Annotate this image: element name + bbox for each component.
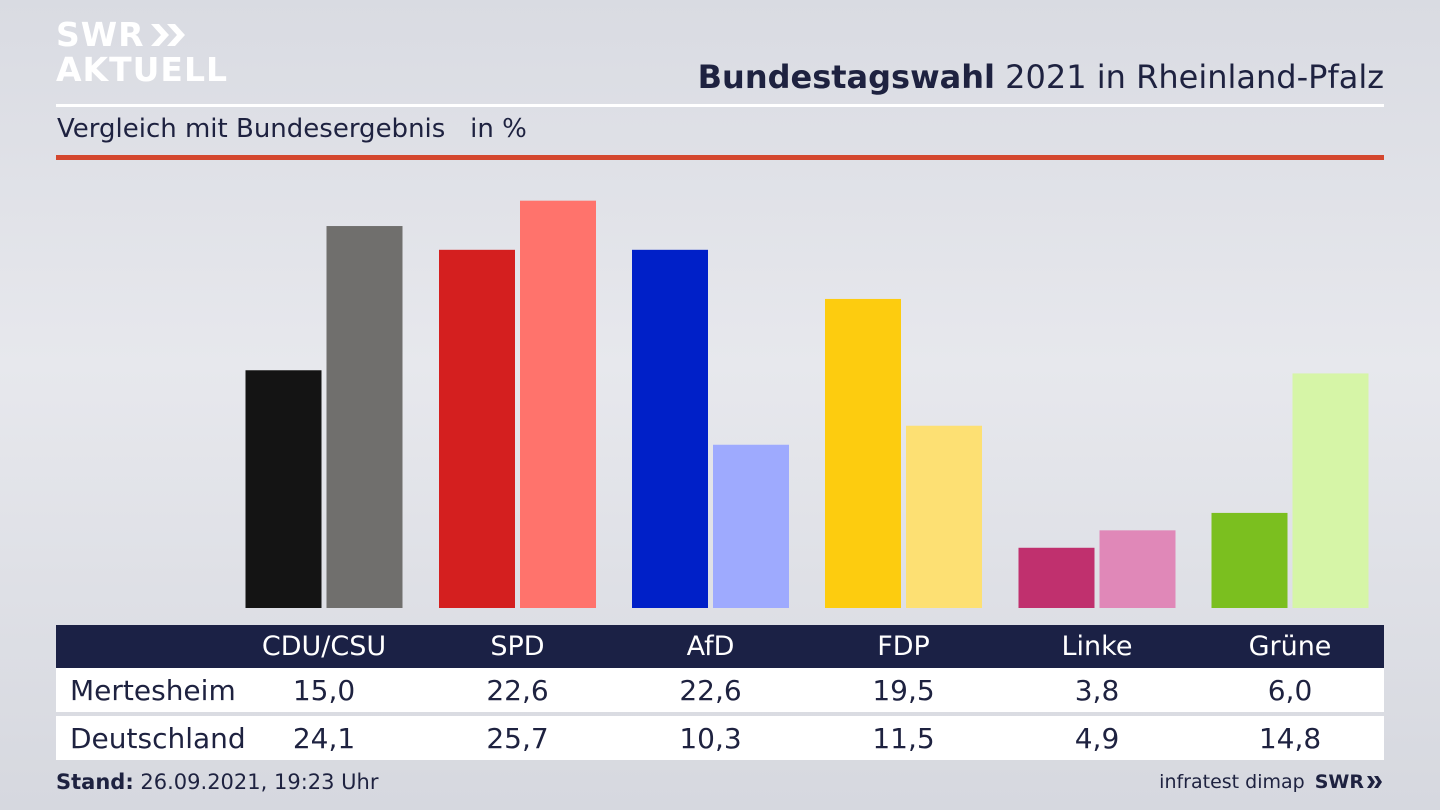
value-cell: 6,0 — [1267, 673, 1313, 707]
value-cell: 14,8 — [1258, 721, 1322, 755]
timestamp-label: Stand: — [56, 770, 134, 794]
column-header: FDP — [877, 631, 930, 662]
value-cell: 24,1 — [292, 721, 356, 755]
footer-swr-text: SWR — [1314, 771, 1364, 793]
source-text: infratest dimap — [1159, 771, 1305, 793]
column-header: SPD — [490, 631, 545, 662]
title-divider — [56, 104, 1384, 107]
row-label: Mertesheim — [70, 673, 236, 707]
value-cell: 4,9 — [1074, 721, 1120, 755]
logo-aktuell-text: AKTUELL — [56, 50, 229, 89]
source-credit: infratest dimap SWR — [1159, 771, 1384, 793]
column-header: CDU/CSU — [261, 631, 387, 662]
bar-spd-deutschland — [520, 200, 596, 608]
bar-linke-mertesheim — [1018, 547, 1095, 608]
value-cell: 11,5 — [872, 721, 935, 755]
table-header-row: CDU/CSU SPD AfD FDP Linke Grüne — [56, 625, 1384, 668]
value-cell: 15,0 — [292, 673, 356, 707]
page-title: Bundestagswahl 2021 in Rheinland-Pfalz — [698, 58, 1384, 96]
value-cell: 22,6 — [679, 673, 742, 707]
footer-chevron-icon — [1367, 776, 1382, 788]
bar-grüne-mertesheim — [1211, 512, 1288, 608]
column-header: Linke — [1061, 631, 1133, 662]
bar-fdp-deutschland — [906, 425, 982, 608]
table-row: Deutschland 24,1 25,7 10,3 11,5 4,9 14,8 — [56, 716, 1384, 760]
bar-fdp-mertesheim — [825, 298, 901, 608]
results-table: CDU/CSU SPD AfD FDP Linke Grüne Mertesheim 15,… — [56, 625, 1384, 760]
bar-linke-deutschland — [1099, 530, 1176, 608]
bar-afd-mertesheim — [632, 249, 708, 608]
title-rest: 2021 in Rheinland-Pfalz — [995, 58, 1384, 96]
accent-divider — [56, 155, 1384, 160]
column-header: AfD — [686, 631, 735, 662]
subtitle: Vergleich mit Bundesergebnis in % — [57, 114, 527, 144]
table-row: Mertesheim 15,0 22,6 22,6 19,5 3,8 6,0 — [56, 668, 1384, 712]
value-cell: 25,7 — [486, 721, 549, 755]
bar-cdu-csu-mertesheim — [245, 370, 322, 608]
value-cell: 22,6 — [486, 673, 549, 707]
timestamp: Stand: 26.09.2021, 19:23 Uhr — [56, 770, 379, 794]
title-bold: Bundestagswahl — [697, 58, 995, 96]
column-header: Grüne — [1248, 631, 1332, 662]
swr-aktuell-logo: SWR AKTUELL — [56, 18, 228, 86]
table-body: Mertesheim 15,0 22,6 22,6 19,5 3,8 6,0 Deutschl… — [56, 668, 1384, 760]
bar-spd-mertesheim — [439, 249, 515, 608]
bar-afd-deutschland — [713, 444, 789, 608]
row-label: Deutschland — [70, 721, 246, 755]
value-cell: 19,5 — [872, 673, 935, 707]
bar-cdu-csu-deutschland — [326, 226, 403, 609]
footer-swr-logo: SWR — [1315, 771, 1384, 793]
value-cell: 3,8 — [1074, 673, 1120, 707]
double-chevron-icon — [150, 23, 185, 46]
bar-grüne-deutschland — [1292, 373, 1369, 608]
timestamp-value: 26.09.2021, 19:23 Uhr — [133, 770, 379, 794]
logo-swr-text: SWR — [56, 15, 145, 54]
bar-chart — [245, 200, 1369, 609]
value-cell: 10,3 — [679, 721, 742, 755]
